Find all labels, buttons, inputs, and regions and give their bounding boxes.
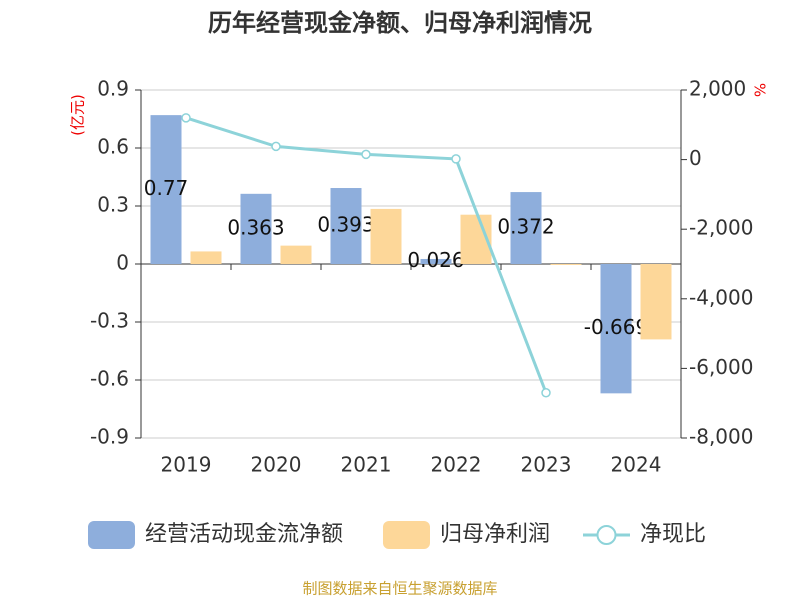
- y-tick-label: 0.3: [97, 193, 129, 217]
- x-tick-label: 2020: [251, 453, 302, 477]
- bar: [280, 245, 312, 264]
- line-point: [361, 149, 371, 160]
- legend-label: 净现比: [640, 522, 706, 547]
- data-label: 0.393: [317, 213, 374, 237]
- y2-tick-label: -2,000: [689, 216, 753, 240]
- legend-swatch: [383, 521, 430, 549]
- bar: [600, 264, 632, 394]
- bar: [190, 251, 222, 264]
- bar: [550, 264, 582, 265]
- data-label: -0.669: [584, 315, 648, 339]
- line-point: [451, 154, 461, 164]
- y2-tick-label: -8,000: [689, 425, 753, 449]
- data-label: 0.363: [227, 215, 284, 239]
- bar: [370, 208, 402, 264]
- chart-title: 历年经营现金净额、归母净利润情况: [208, 9, 592, 37]
- bar: [420, 258, 452, 264]
- line-point: [541, 388, 551, 398]
- y-tick-label: -0.6: [90, 367, 129, 391]
- bar: [330, 188, 362, 264]
- data-label: 0.77: [144, 176, 189, 200]
- x-tick-label: 2022: [431, 453, 482, 477]
- x-tick-label: 2021: [341, 453, 392, 477]
- data-label: 0.026: [407, 248, 464, 272]
- bar: [150, 115, 182, 264]
- y-tick-label: 0.9: [97, 77, 129, 101]
- legend-label: 经营活动现金流净额: [145, 522, 343, 547]
- bar: [510, 192, 542, 264]
- line-point: [181, 113, 191, 123]
- data-label: 0.372: [497, 215, 554, 239]
- y-tick-label: 0: [116, 251, 129, 275]
- legend-label: 归母净利润: [440, 522, 550, 547]
- bar: [640, 264, 672, 340]
- y2-tick-label: -4,000: [689, 285, 753, 309]
- y2-tick-label: 2,000: [689, 77, 746, 101]
- x-tick-label: 2024: [611, 453, 662, 477]
- y-tick-label: 0.6: [97, 135, 129, 159]
- bar: [240, 193, 272, 264]
- legend-swatch: [596, 525, 617, 545]
- y2-tick-label: -6,000: [689, 355, 753, 379]
- y-tick-label: -0.9: [90, 425, 129, 449]
- y-tick-label: -0.3: [90, 309, 129, 333]
- source-note: 制图数据来自恒生聚源数据库: [302, 580, 497, 598]
- legend-swatch: [88, 521, 135, 549]
- y-axis-label: (亿元): [69, 94, 87, 136]
- y2-axis-label: %: [751, 83, 769, 97]
- x-tick-label: 2023: [521, 453, 572, 477]
- line-point: [271, 141, 281, 152]
- x-tick-label: 2019: [161, 453, 212, 477]
- y2-tick-label: 0: [689, 146, 702, 170]
